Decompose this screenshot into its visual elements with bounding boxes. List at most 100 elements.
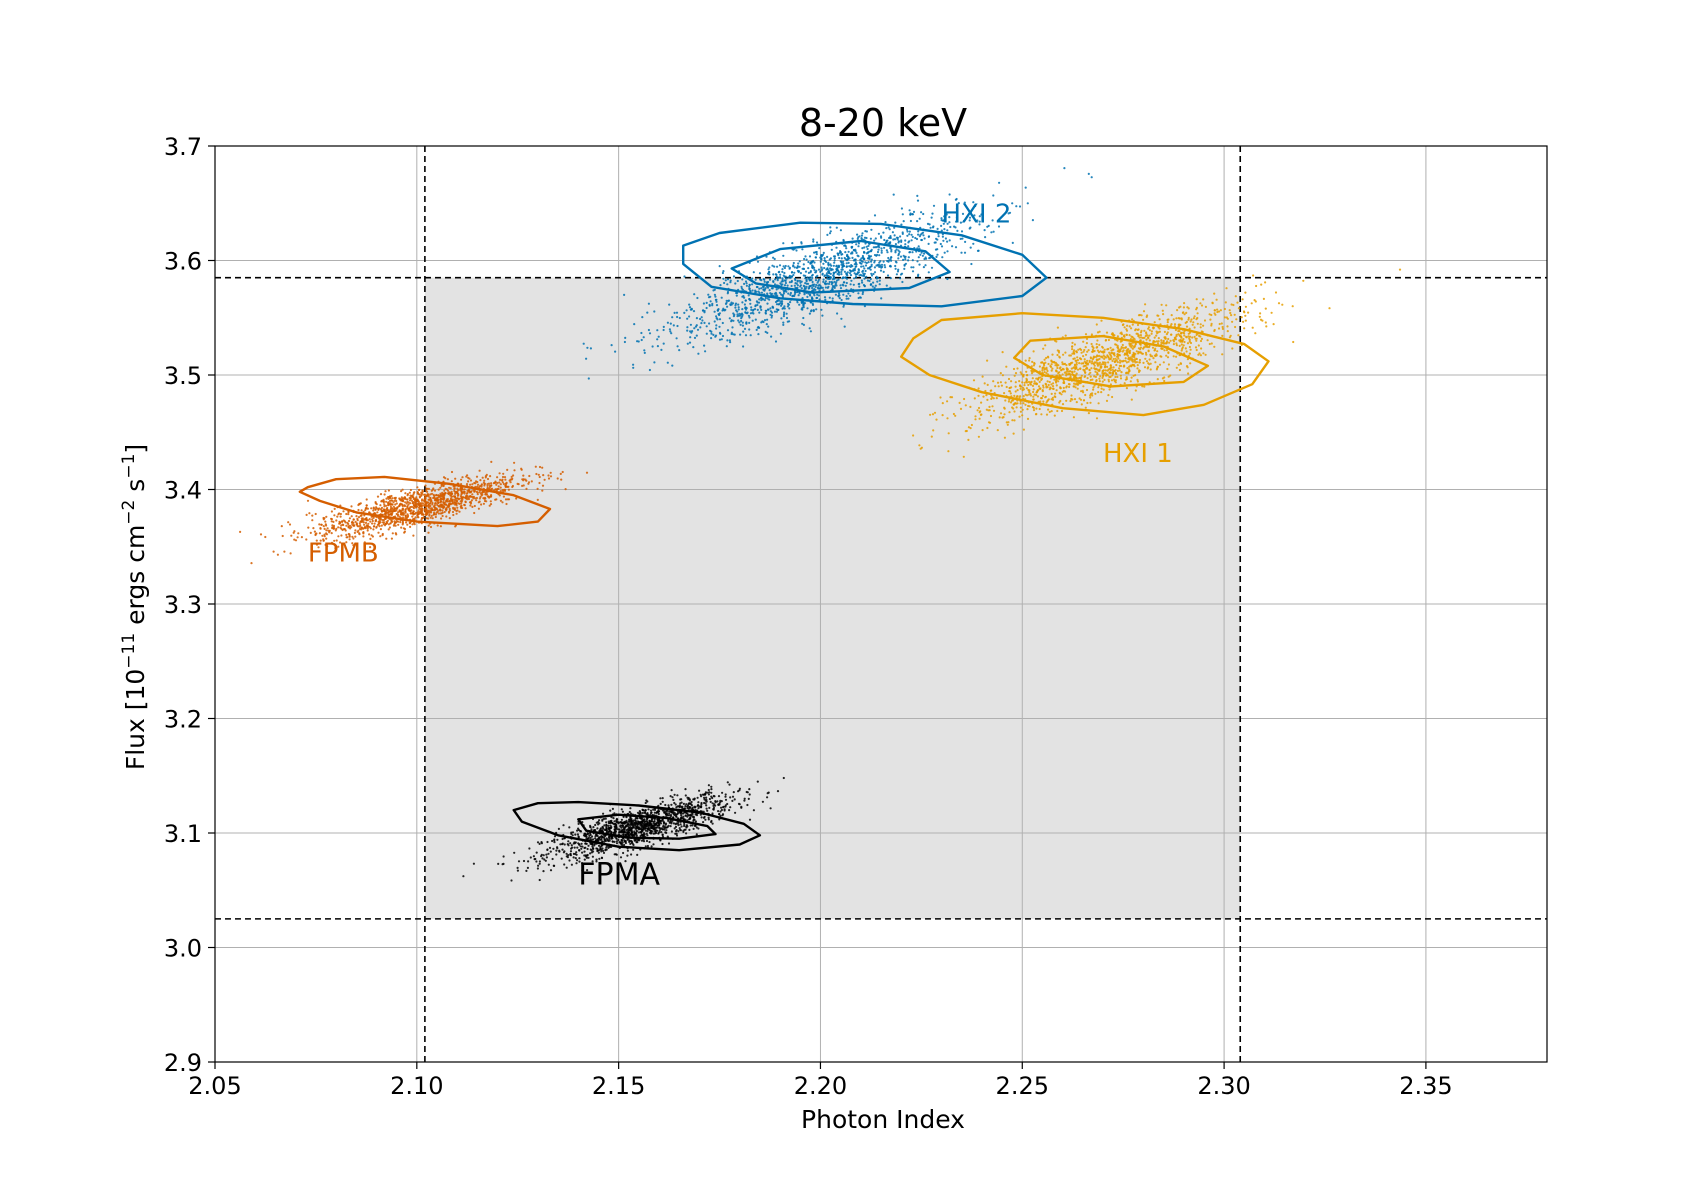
data-point (354, 536, 356, 538)
data-point (1137, 335, 1139, 337)
data-point (522, 475, 524, 477)
data-point (331, 532, 333, 534)
data-point (1071, 348, 1073, 350)
data-point (1091, 176, 1093, 178)
data-point (629, 811, 631, 813)
data-point (1104, 349, 1106, 351)
data-point (1004, 437, 1006, 439)
data-point (697, 797, 699, 799)
data-point (909, 209, 911, 211)
data-point (674, 827, 676, 829)
data-point (467, 480, 469, 482)
data-point (638, 831, 640, 833)
data-point (1023, 384, 1025, 386)
data-point (1049, 386, 1051, 388)
data-point (293, 539, 295, 541)
data-point (978, 387, 980, 389)
data-point (657, 345, 659, 347)
data-point (964, 252, 966, 254)
data-point (391, 497, 393, 499)
data-point (1189, 362, 1191, 364)
data-point (1154, 321, 1156, 323)
data-point (605, 824, 607, 826)
data-point (636, 817, 638, 819)
data-point (1045, 367, 1047, 369)
data-point (407, 515, 409, 517)
data-point (503, 483, 505, 485)
data-point (1281, 304, 1283, 306)
data-point (949, 396, 951, 398)
data-point (1137, 364, 1139, 366)
data-point (633, 834, 635, 836)
data-point (697, 801, 699, 803)
data-point (315, 513, 317, 515)
data-point (1081, 403, 1083, 405)
data-point (413, 492, 415, 494)
data-point (840, 287, 842, 289)
data-point (416, 486, 418, 488)
data-point (616, 854, 618, 856)
data-point (1047, 356, 1049, 358)
data-point (1191, 336, 1193, 338)
data-point (1035, 394, 1037, 396)
data-point (628, 827, 630, 829)
data-point (560, 473, 562, 475)
data-point (706, 325, 708, 327)
data-point (812, 238, 814, 240)
data-point (460, 500, 462, 502)
data-point (757, 781, 759, 783)
data-point (805, 271, 807, 273)
data-point (1207, 339, 1209, 341)
data-point (1065, 400, 1067, 402)
data-point (510, 879, 512, 881)
data-point (599, 839, 601, 841)
data-point (1128, 357, 1130, 359)
data-point (791, 242, 793, 244)
data-point (822, 287, 824, 289)
data-point (1107, 361, 1109, 363)
data-point (1162, 313, 1164, 315)
data-point (941, 245, 943, 247)
data-point (1144, 346, 1146, 348)
data-point (395, 532, 397, 534)
data-point (625, 834, 627, 836)
data-point (876, 281, 878, 283)
data-point (467, 477, 469, 479)
data-point (432, 517, 434, 519)
data-point (1126, 361, 1128, 363)
data-point (1130, 365, 1132, 367)
data-point (654, 823, 656, 825)
data-point (322, 517, 324, 519)
data-point (1120, 365, 1122, 367)
data-point (1032, 391, 1034, 393)
data-point (456, 507, 458, 509)
data-point (860, 263, 862, 265)
data-point (710, 801, 712, 803)
data-point (382, 519, 384, 521)
data-point (578, 823, 580, 825)
data-point (517, 867, 519, 869)
data-point (1025, 381, 1027, 383)
data-point (460, 505, 462, 507)
data-point (474, 505, 476, 507)
data-point (1020, 388, 1022, 390)
data-point (700, 805, 702, 807)
data-point (955, 246, 957, 248)
data-point (762, 801, 764, 803)
data-point (1105, 369, 1107, 371)
data-point (820, 309, 822, 311)
data-point (1234, 314, 1236, 316)
data-point (1273, 323, 1275, 325)
data-point (404, 531, 406, 533)
data-point (387, 520, 389, 522)
data-point (1077, 388, 1079, 390)
data-point (560, 479, 562, 481)
data-point (293, 532, 295, 534)
data-point (1157, 378, 1159, 380)
data-point (693, 828, 695, 830)
data-point (428, 525, 430, 527)
data-point (1041, 397, 1043, 399)
data-point (740, 807, 742, 809)
data-point (598, 830, 600, 832)
data-point (622, 852, 624, 854)
